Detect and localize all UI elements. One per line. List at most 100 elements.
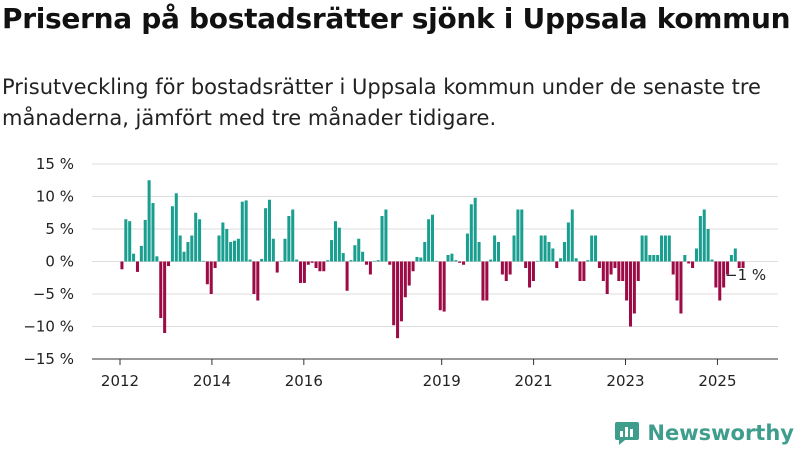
bar (660, 235, 664, 262)
bar (287, 216, 291, 262)
x-tick-label: 2012 (101, 372, 139, 388)
y-tick-label: −15 % (23, 350, 74, 368)
bar (147, 180, 151, 262)
bar (442, 261, 446, 312)
bar (628, 261, 632, 327)
bar (279, 260, 283, 262)
bar (729, 255, 733, 262)
bar (427, 219, 431, 262)
bar (291, 209, 295, 262)
brand-logo: Newsworthy (614, 420, 794, 446)
bar (741, 261, 745, 268)
bar (225, 229, 229, 262)
bar (252, 261, 256, 294)
bar (170, 206, 174, 262)
bar (337, 227, 341, 262)
bar (493, 235, 497, 262)
bar (516, 209, 520, 262)
bar (392, 261, 396, 326)
bar (159, 261, 163, 319)
chart-title: Priserna på bostadsrätter sjönk i Uppsal… (2, 2, 791, 35)
bars (120, 180, 745, 339)
bar (167, 261, 171, 267)
bar (694, 248, 698, 262)
bar (485, 261, 489, 301)
bar (671, 261, 675, 275)
bar (306, 261, 310, 265)
bar (691, 261, 695, 268)
bar (722, 261, 726, 288)
bar (586, 260, 590, 262)
bar (345, 261, 349, 291)
bar (388, 261, 392, 265)
bar (368, 261, 372, 275)
bar (496, 242, 501, 262)
bar (139, 245, 143, 262)
y-tick-label: −5 % (33, 285, 74, 303)
bar (372, 260, 376, 262)
y-axis-labels: 15 % 10 % 5 % 0 % −5 % −10 % −15 % (23, 155, 74, 368)
bar (399, 261, 403, 322)
bar (236, 238, 240, 262)
y-tick-label: −10 % (23, 318, 74, 336)
bar (733, 248, 737, 262)
bar (551, 248, 555, 262)
bar-chart-logo-icon (615, 422, 640, 445)
bar (570, 209, 574, 262)
bar (539, 235, 543, 262)
bar (706, 229, 710, 262)
bar (178, 235, 182, 262)
bar (361, 251, 365, 262)
bar (702, 209, 706, 262)
bar (531, 261, 535, 281)
bar (143, 219, 147, 262)
x-tick-label: 2016 (285, 372, 323, 388)
bar (636, 261, 640, 281)
bar (248, 259, 252, 262)
y-tick-label: 15 % (36, 155, 74, 173)
bar (434, 260, 438, 262)
bar (217, 235, 221, 262)
x-tick-label: 2023 (606, 372, 644, 388)
bar (155, 256, 159, 262)
bar (182, 251, 186, 262)
bar (555, 261, 559, 268)
bar (656, 255, 660, 262)
x-tick-label: 2025 (698, 372, 736, 388)
x-tick-label: 2014 (193, 372, 231, 388)
bar (574, 258, 578, 262)
bar (473, 197, 477, 262)
bar (644, 235, 648, 262)
bar (357, 238, 361, 262)
bar (271, 238, 275, 262)
bar (240, 201, 244, 262)
bar (132, 253, 136, 262)
bar (283, 238, 287, 262)
bar (481, 261, 485, 301)
y-tick-label: 10 % (36, 188, 74, 206)
bar (648, 255, 652, 262)
bar (349, 260, 353, 262)
last-value-annotation: −1 % (725, 266, 766, 284)
bar (663, 235, 667, 262)
bar (520, 209, 524, 262)
bar (625, 261, 629, 301)
bar (613, 261, 617, 268)
bar (198, 219, 202, 262)
x-axis: 2012 2014 2016 2019 2021 2023 2025 (92, 358, 778, 388)
bar (403, 261, 407, 298)
bar (364, 261, 369, 265)
bar (314, 261, 318, 268)
bar (233, 240, 237, 262)
bar (205, 261, 209, 285)
bar (726, 261, 730, 275)
bar (652, 255, 656, 262)
bar (333, 221, 337, 262)
bar (710, 259, 714, 262)
bar (504, 261, 508, 281)
bar (209, 261, 213, 294)
x-tick-label: 2019 (423, 372, 461, 388)
bar (341, 253, 345, 262)
bar (419, 257, 423, 262)
bar (617, 261, 621, 281)
